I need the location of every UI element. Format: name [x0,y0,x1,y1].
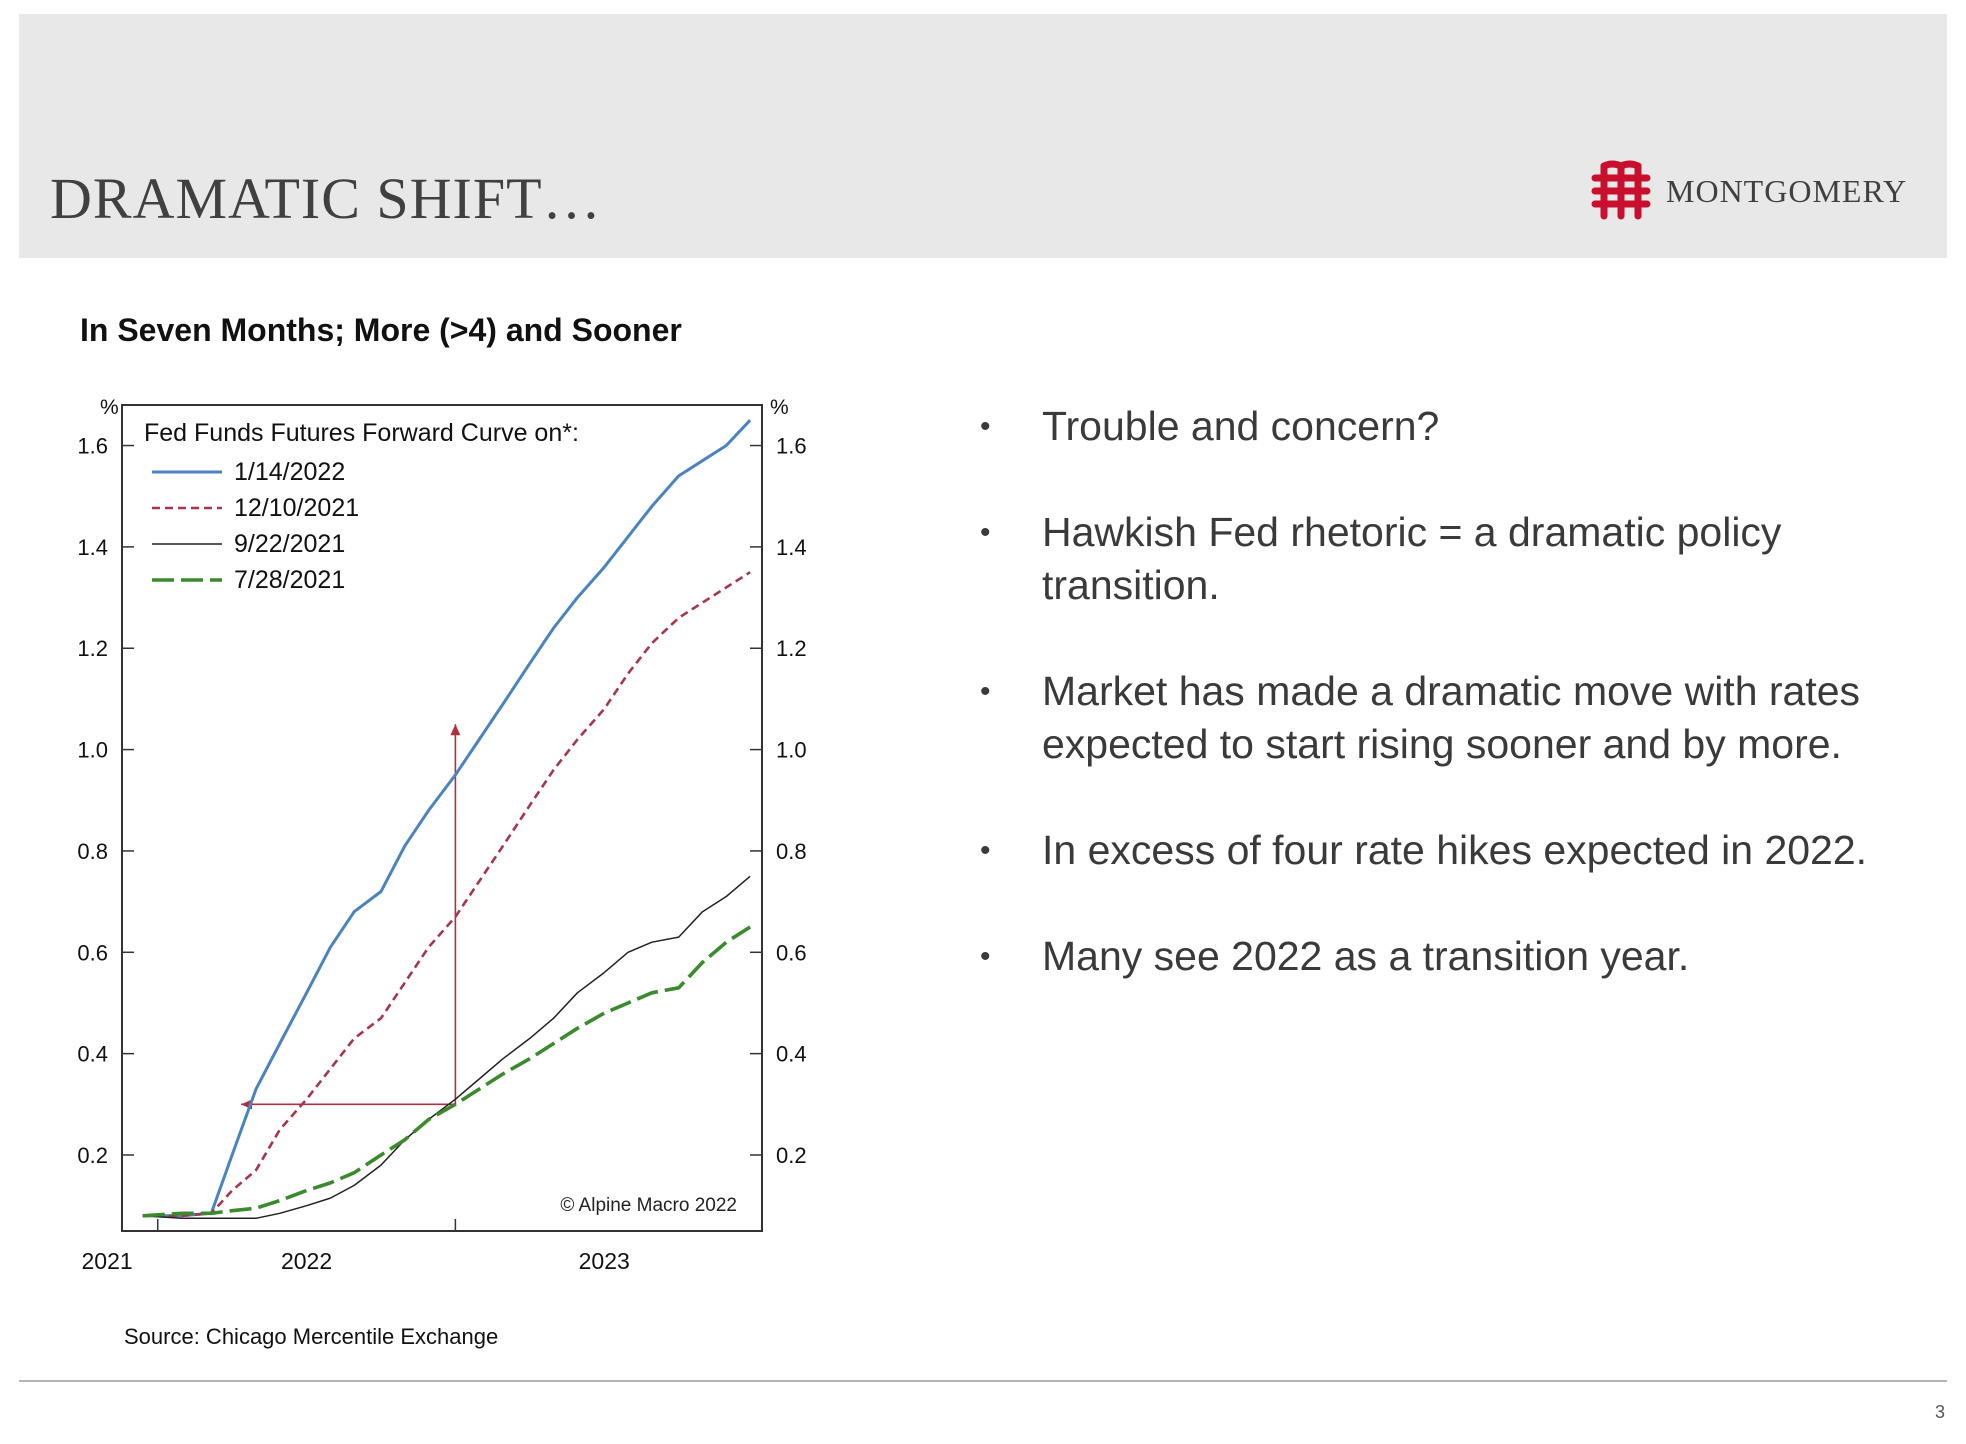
y-tick-label-right: 0.2 [776,1143,807,1168]
bullet-item: • Trouble and concern? [980,400,1880,453]
bullet-text: Trouble and concern? [1042,403,1440,449]
bullet-dot: • [980,516,991,549]
legend-label: 9/22/2021 [234,530,345,558]
logo-text: MONTGOMERY [1666,172,1908,209]
bullet-item: • In excess of four rate hikes expected i… [980,824,1880,877]
y-tick-label-left: 1.0 [77,738,108,763]
legend-title: Fed Funds Futures Forward Curve on*: [144,419,579,447]
x-tick-label: 2021 [82,1248,133,1274]
bullet-item: • Market has made a dramatic move with ra… [980,665,1880,771]
y-tick-label-left: 0.8 [77,839,108,864]
y-tick-label-right: 1.4 [776,535,807,560]
legend-label: 7/28/2021 [234,566,345,594]
bullet-text: Market has made a dramatic move with rat… [1042,668,1861,767]
y-tick-label-right: 1.0 [776,738,807,763]
slide-title: DRAMATIC SHIFT… [50,166,602,231]
bullet-dot: • [980,675,991,708]
chart-heading: In Seven Months; More (>4) and Sooner [80,312,682,348]
y-tick-label-right: 0.4 [776,1042,807,1067]
bullet-dot: • [980,940,991,973]
legend: 1/14/2022 12/10/2021 9/22/2021 7/28/2021 [152,458,359,594]
y-tick-label-left: 1.6 [77,434,108,459]
y-tick-label-left: 0.2 [77,1143,108,1168]
bullet-text: Hawkish Fed rhetoric = a dramatic policy… [1042,509,1782,608]
series-line-7-28-2021 [142,925,752,1218]
header-band [19,14,1947,258]
y-tick-label-right: 1.2 [776,636,807,661]
bullet-text: In excess of four rate hikes expected in… [1042,827,1868,873]
legend-label: 1/14/2022 [234,458,345,486]
montgomery-logo: MONTGOMERY [1590,160,1907,222]
bullet-text: Many see 2022 as a transition year. [1042,933,1690,979]
annotation-arrowhead [450,724,461,736]
y-axis-ticks: 0.2 0.2 0.4 0.4 0.6 0.6 0.8 0.8 1.0 1.0 1.2 1.2 1.4 1… [77,434,806,1168]
y-tick-label-left: 1.4 [77,535,108,560]
montgomery-logo-icon [1591,160,1651,220]
x-tick-label: 2022 [281,1248,332,1274]
x-axis-ticks: 2021 2022 2023 [82,1219,630,1274]
footer-rule [19,1380,1947,1382]
source-note: Source: Chicago Mercentile Exchange [124,1324,499,1349]
series-line-1-14-2022 [142,419,752,1218]
plot-frame [121,404,763,1232]
y-tick-label-left: 0.4 [77,1042,108,1067]
bullet-list: • Trouble and concern? • Hawkish Fed rhetor… [980,400,1880,983]
annotation-arrows [241,724,461,1110]
bullet-item: • Hawkish Fed rhetoric = a dramatic polic… [980,506,1880,612]
legend-label: 12/10/2021 [234,494,359,522]
series-line-12-10-2021 [142,571,751,1218]
y-tick-label-right: 0.6 [776,940,807,965]
series-line-9-22-2021 [142,875,751,1220]
y-unit-label-right: % [770,396,789,419]
copyright-label: © Alpine Macro 2022 [560,1195,737,1216]
y-tick-label-right: 1.6 [776,434,807,459]
y-unit-label-left: % [100,396,119,419]
y-tick-label-left: 1.2 [77,636,108,661]
page-number: 3 [1935,1402,1946,1422]
y-tick-label-left: 0.6 [77,940,108,965]
bullet-dot: • [980,410,991,443]
bullet-dot: • [980,834,991,867]
x-tick-label: 2023 [579,1248,630,1274]
y-tick-label-right: 0.8 [776,839,807,864]
series-lines [142,419,752,1220]
bullet-item: • Many see 2022 as a transition year. [980,930,1880,983]
